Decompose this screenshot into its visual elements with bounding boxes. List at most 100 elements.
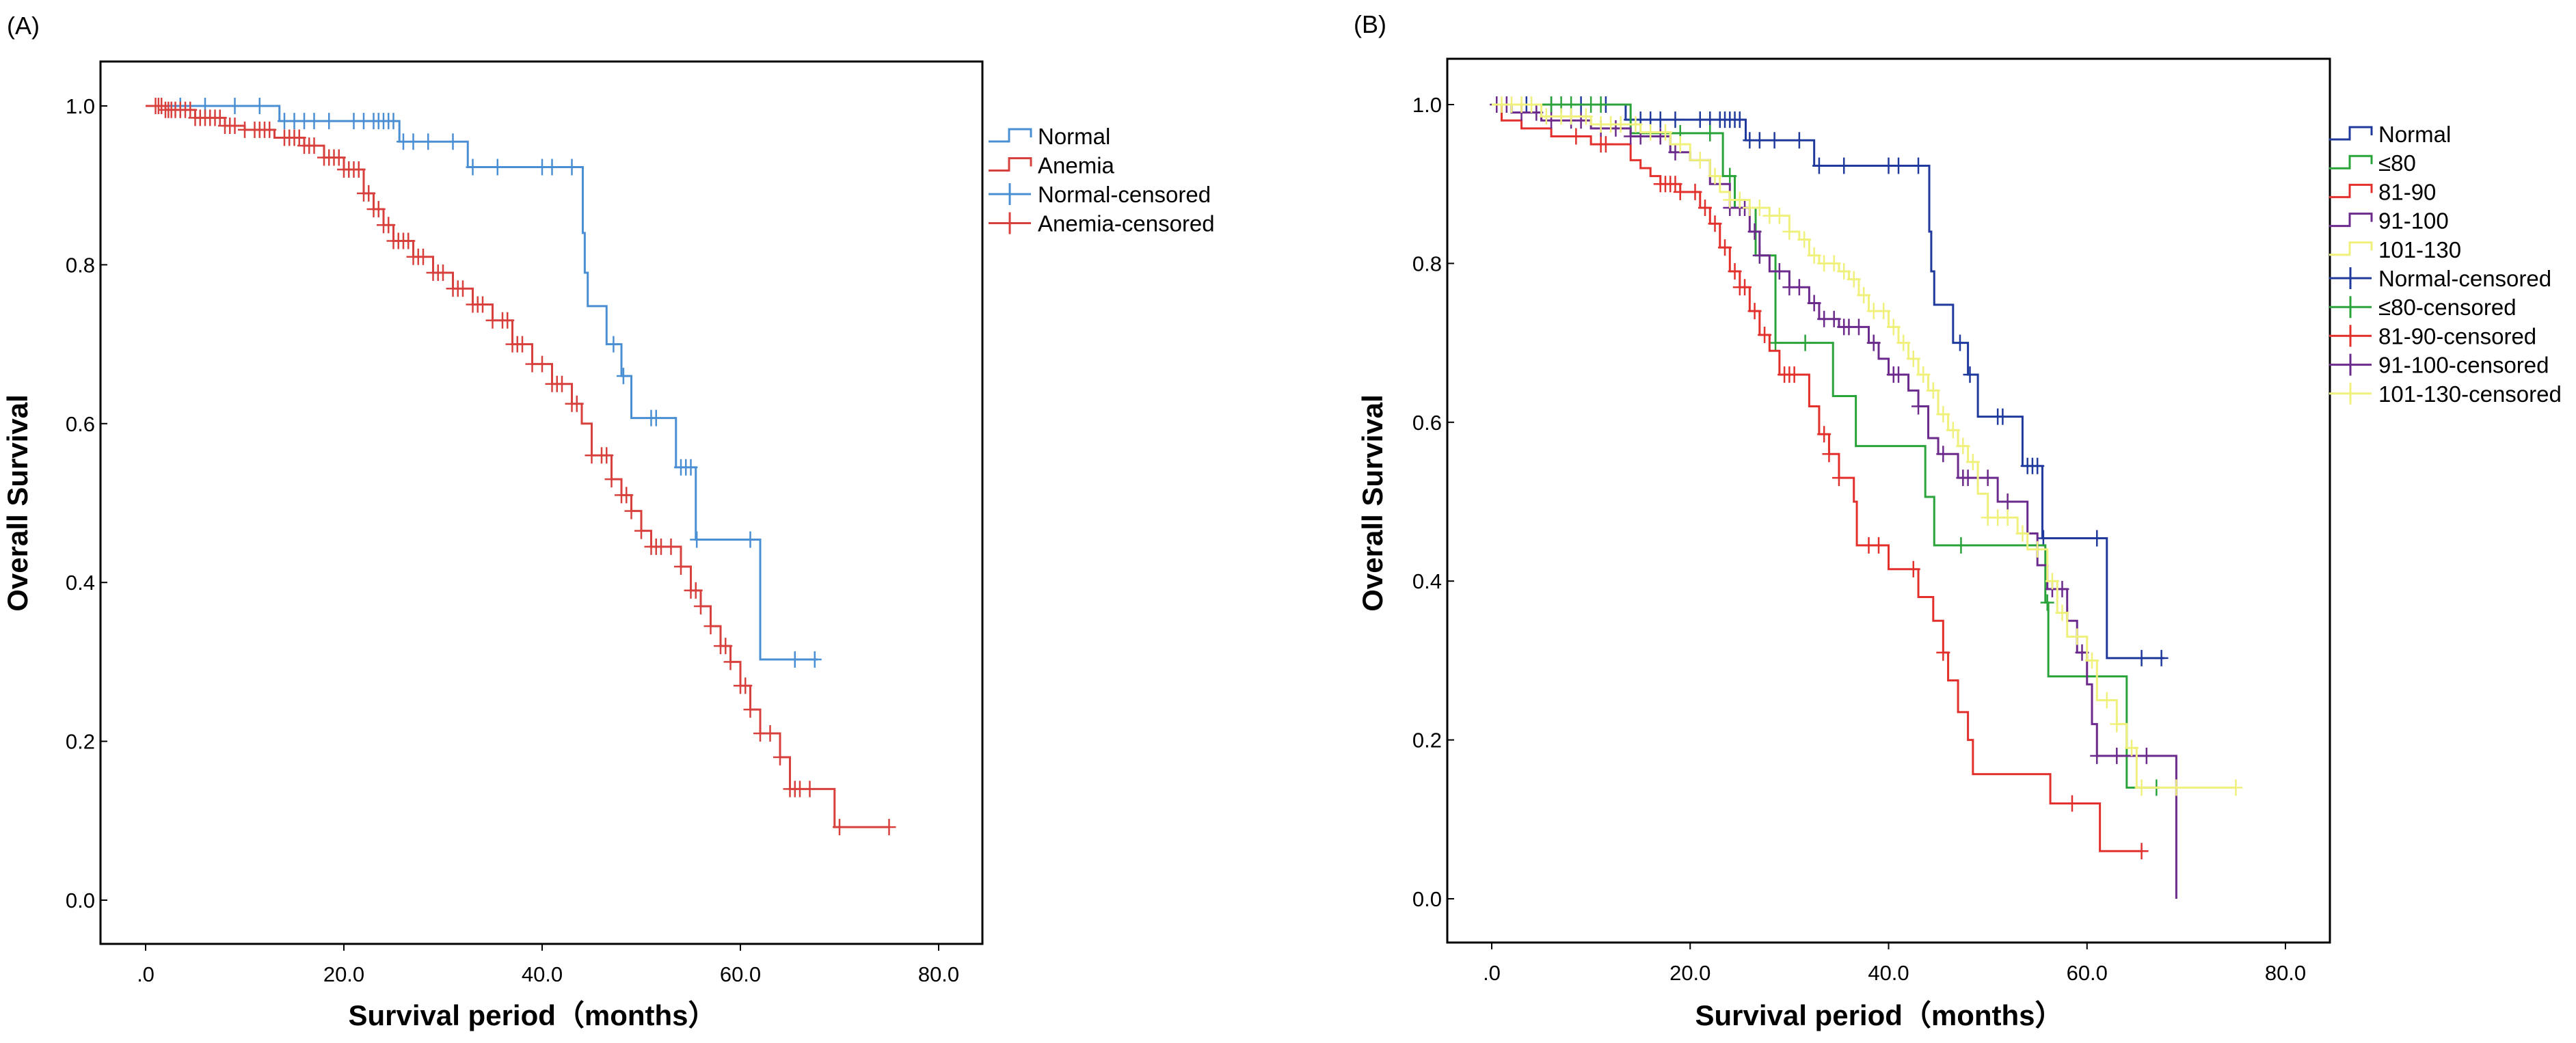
censor-mark — [1525, 96, 1539, 113]
legend-item: Normal — [2329, 122, 2451, 147]
x-tick-label: 60.0 — [2067, 961, 2108, 985]
panel-b-survival-by-hemoglobin: (B) 0.0 0.2 0.4 0.6 0.8 1.0 .0 20.0 40.0 60.0 80.0 S… — [1354, 10, 2562, 1031]
censor-mark — [2055, 604, 2069, 621]
panel-label: (A) — [7, 12, 40, 40]
survival-curve — [1492, 103, 2160, 789]
censor-mark — [1797, 231, 1812, 248]
x-tick-label: 40.0 — [522, 962, 563, 986]
censor-mark — [1827, 310, 1841, 327]
censor-mark — [1708, 167, 1722, 185]
censor-mark — [2070, 628, 2084, 645]
censor-mark — [490, 159, 505, 176]
censor-mark — [1752, 200, 1767, 217]
legend-item: Normal — [989, 124, 1110, 149]
censor-mark — [1953, 334, 1967, 351]
censor-mark — [604, 471, 619, 488]
censor-mark — [1598, 136, 1613, 153]
censor-mark — [1817, 426, 1832, 443]
censor-mark — [1857, 286, 1871, 303]
censor-mark — [788, 651, 802, 668]
legend-label: ≤80 — [2378, 150, 2416, 176]
legend-label: 101-130 — [2378, 237, 2461, 262]
censor-mark — [1837, 157, 1851, 174]
legend-item: 81-90 — [2329, 179, 2436, 204]
censor-mark — [743, 531, 757, 548]
y-tick-label: 0.4 — [1412, 569, 1442, 593]
censor-mark — [1798, 334, 1812, 351]
censor-mark — [322, 113, 336, 130]
censor-mark — [1747, 303, 1762, 320]
censor-mark — [565, 159, 579, 176]
legend-label: 81-90 — [2378, 179, 2436, 204]
censor-mark — [634, 522, 648, 539]
censor-mark — [2134, 649, 2149, 666]
censor-mark — [307, 137, 321, 154]
censor-mark — [723, 653, 738, 670]
censor-mark — [833, 819, 846, 836]
censor-mark — [1837, 263, 1851, 280]
censor-mark — [2036, 530, 2050, 547]
y-tick-label: 0.2 — [66, 730, 95, 754]
legend-item: 101-130 — [2329, 237, 2461, 262]
censor-mark — [1936, 644, 1950, 661]
censor-mark — [2015, 525, 2030, 542]
series-1 — [1492, 96, 2164, 796]
y-axis-title: Overall Survival — [1356, 394, 1388, 612]
censor-mark — [545, 159, 559, 176]
censor-mark — [600, 447, 614, 464]
censor-mark — [1708, 215, 1722, 232]
censor-mark — [1963, 366, 1977, 383]
x-tick-label: .0 — [137, 962, 155, 986]
legend-step-swatch — [2329, 126, 2373, 141]
censor-mark — [1792, 279, 1806, 296]
legend-censor-swatch — [2329, 296, 2372, 319]
legend-censor-swatch — [2329, 353, 2372, 376]
legend-step-swatch — [989, 157, 1032, 172]
legend-item: 101-130-censored — [2329, 381, 2562, 407]
censor-mark — [1673, 136, 1687, 153]
censor-mark — [500, 312, 515, 329]
censor-mark — [1772, 263, 1786, 280]
censor-mark — [2134, 779, 2149, 796]
series-2 — [1492, 103, 2149, 860]
censor-mark — [307, 113, 321, 130]
censor-mark — [703, 618, 718, 635]
censor-mark — [690, 531, 704, 548]
legend-label: Normal — [1038, 124, 1110, 149]
censor-mark — [649, 409, 663, 426]
censor-mark — [2139, 747, 2154, 764]
survival-curve — [146, 105, 818, 661]
censor-mark — [1723, 167, 1737, 185]
censor-mark — [2000, 493, 2015, 510]
censor-mark — [456, 280, 470, 297]
censor-mark — [616, 368, 630, 385]
survival-curve — [1492, 103, 2177, 899]
legend-item: 91-100-censored — [2329, 353, 2549, 378]
legend-step-swatch — [2329, 213, 2373, 228]
censor-mark — [351, 161, 366, 178]
censor-mark — [1747, 223, 1762, 240]
legend-label: ≤80-censored — [2378, 295, 2517, 320]
x-tick-label: 40.0 — [1868, 961, 1909, 985]
censor-mark — [1911, 157, 1926, 174]
censor-mark — [1732, 111, 1747, 128]
censor-mark — [406, 133, 420, 150]
censor-mark — [882, 819, 896, 836]
survival-curve — [1492, 103, 2142, 852]
censor-mark — [2134, 843, 2149, 860]
censor-mark — [228, 118, 242, 135]
censor-mark — [1926, 382, 1940, 399]
y-axis-title: Overall Survival — [1, 394, 33, 612]
series-0 — [1492, 96, 2169, 666]
censor-mark — [1752, 247, 1767, 264]
censor-mark — [1564, 108, 1579, 125]
censor-mark — [263, 121, 277, 138]
censor-mark — [1896, 334, 1911, 351]
plot-frame — [1446, 57, 2331, 944]
censor-mark — [332, 149, 346, 166]
censor-mark — [1996, 408, 2010, 425]
censor-mark — [1807, 295, 1821, 312]
legend-censor-swatch — [989, 212, 1031, 234]
censor-mark — [1892, 157, 1906, 174]
